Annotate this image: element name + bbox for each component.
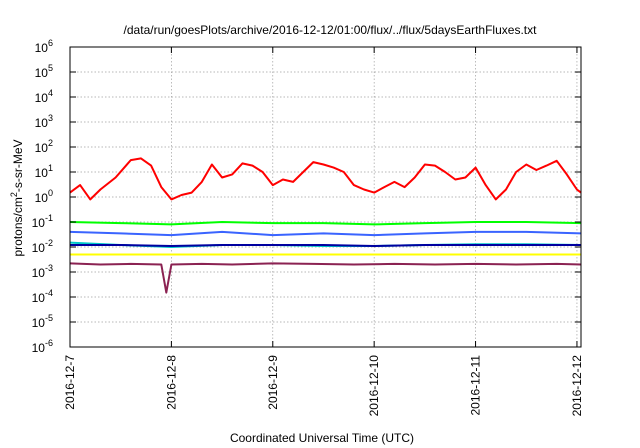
y-axis-label: protons/cm2-s-sr-MeV [9,139,25,256]
y-tick-exponent: 0 [48,188,53,198]
series-line [69,230,582,237]
y-tick-exponent: -2 [45,238,53,248]
y-tick-base: 10 [35,166,49,180]
x-tick-label: 2016-12-10 [367,355,381,417]
y-tick-labels: 10-610-510-410-310-210-11001011021031041… [32,38,53,355]
y-tick-label: 10-1 [32,213,53,230]
y-axis-label-sup: 2 [9,192,19,197]
y-tick-base: 10 [35,141,49,155]
y-tick-label: 10-4 [32,288,53,305]
x-tick-label: 2016-12-8 [164,355,178,410]
y-tick-exponent: 2 [48,138,53,148]
y-tick-exponent: -1 [45,213,53,223]
y-tick-label: 101 [35,163,53,180]
y-tick-exponent: 5 [48,63,53,73]
y-tick-exponent: 6 [48,38,53,48]
y-tick-base: 10 [32,291,46,305]
y-tick-base: 10 [35,66,49,80]
series-line [70,244,581,247]
series-line [69,157,582,201]
chart-title: /data/run/goesPlots/archive/2016-12-12/0… [124,23,538,37]
x-axis-label: Coordinated Universal Time (UTC) [230,431,414,445]
y-tick-base: 10 [32,241,46,255]
y-tick-base: 10 [32,316,46,330]
y-tick-exponent: 1 [48,163,53,173]
y-tick-label: 103 [35,113,53,130]
y-tick-exponent: 4 [48,88,53,98]
y-tick-label: 102 [35,138,53,155]
series-line [69,221,582,226]
y-tick-label: 10-3 [32,263,53,280]
y-tick-label: 10-2 [32,238,53,255]
y-axis-label-prefix: protons/cm [11,197,25,256]
y-tick-base: 10 [35,41,49,55]
y-tick-base: 10 [32,216,46,230]
y-tick-label: 104 [35,88,53,105]
y-axis-label-suffix: -s-sr-MeV [11,139,25,192]
x-tick-label: 2016-12-7 [63,355,77,410]
y-tick-base: 10 [35,91,49,105]
series-group [69,157,582,294]
y-tick-base: 10 [32,341,46,355]
x-tick-labels: 2016-12-7 2016-12-8 2016-12-9 2016-12-10 201… [63,355,584,417]
ticks [69,46,581,348]
grid [70,47,581,347]
y-tick-base: 10 [35,191,49,205]
y-tick-exponent: 3 [48,113,53,123]
y-tick-exponent: -5 [45,313,53,323]
y-tick-base: 10 [32,266,46,280]
y-tick-label: 106 [35,38,53,55]
x-tick-label: 2016-12-9 [266,355,280,410]
y-tick-label: 105 [35,63,53,80]
y-tick-label: 10-5 [32,313,53,330]
y-tick-label: 100 [35,188,53,205]
series-line [69,262,582,294]
y-tick-exponent: -4 [45,288,53,298]
y-tick-exponent: -3 [45,263,53,273]
x-tick-label: 2016-12-12 [570,355,584,417]
x-tick-label: 2016-12-11 [469,355,483,416]
y-tick-label: 10-6 [32,338,53,355]
y-tick-exponent: -6 [45,338,53,348]
y-tick-base: 10 [35,116,49,130]
